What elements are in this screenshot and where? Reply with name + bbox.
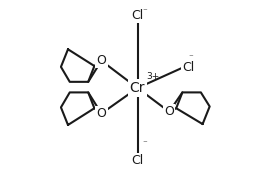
- Text: O: O: [164, 105, 174, 118]
- Text: Cr: Cr: [130, 81, 145, 95]
- Text: ⁻: ⁻: [189, 54, 193, 62]
- Text: ⁻: ⁻: [142, 140, 147, 149]
- Text: Cl: Cl: [131, 154, 144, 167]
- Text: O: O: [97, 54, 106, 67]
- Text: ⁻: ⁻: [142, 7, 147, 16]
- Text: O: O: [97, 107, 106, 120]
- Text: Cl: Cl: [182, 61, 195, 74]
- Text: Cl: Cl: [131, 9, 144, 22]
- Text: 3+: 3+: [147, 72, 160, 81]
